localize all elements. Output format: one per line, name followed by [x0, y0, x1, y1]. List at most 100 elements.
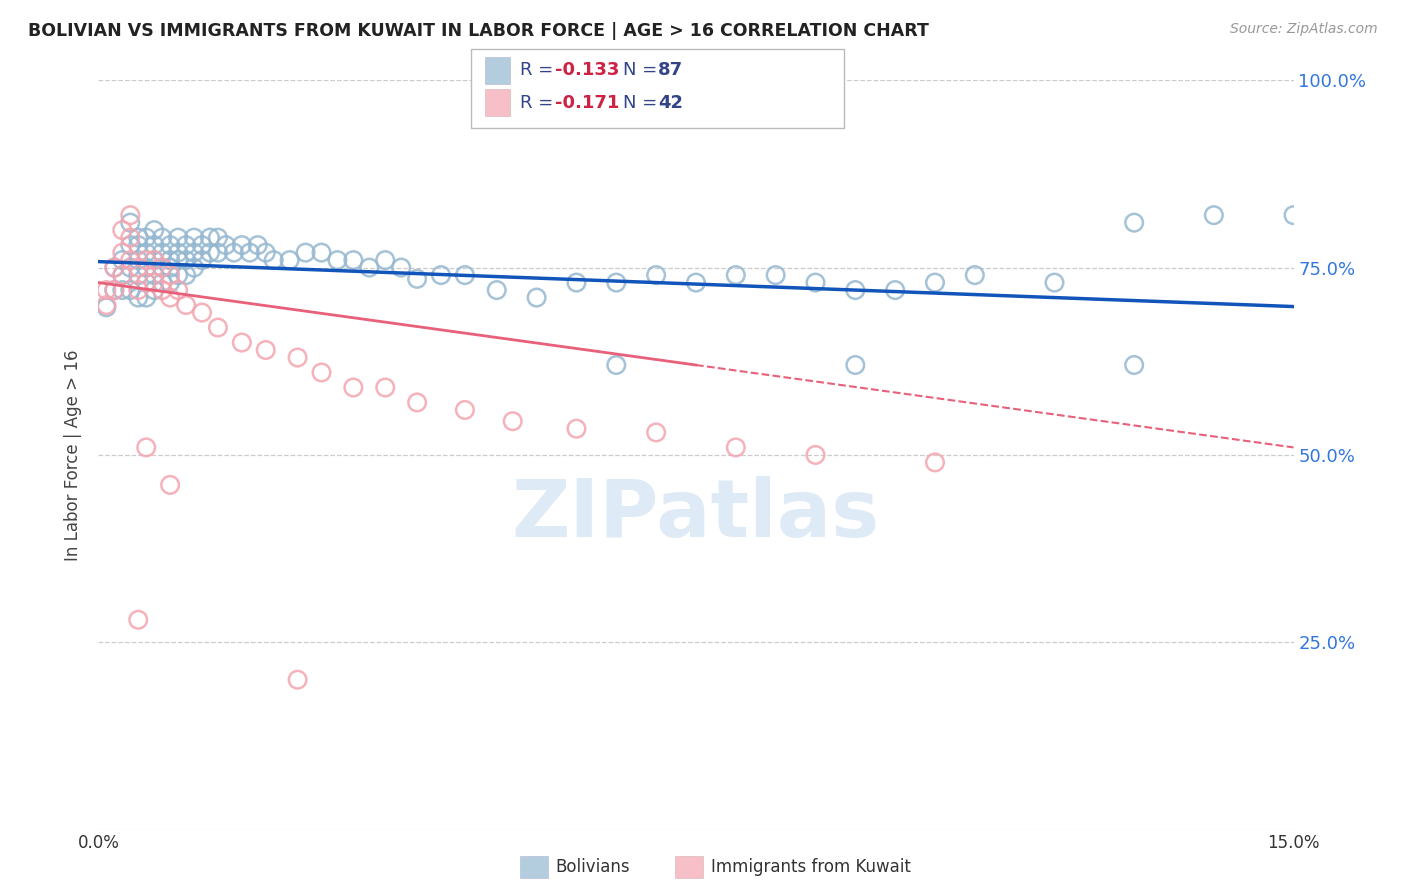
Point: [804, 276, 827, 290]
Point: [1123, 358, 1146, 372]
Point: [804, 448, 827, 462]
Point: [174, 298, 197, 312]
Point: [167, 283, 190, 297]
Point: [685, 276, 707, 290]
Point: [127, 238, 149, 252]
Point: [111, 253, 134, 268]
Point: [127, 260, 149, 275]
Point: [207, 230, 229, 244]
Point: [215, 238, 238, 252]
Point: [198, 245, 221, 260]
Point: [127, 283, 149, 297]
Point: [287, 351, 309, 365]
Point: [159, 291, 181, 305]
Text: R =: R =: [520, 62, 560, 79]
Point: [183, 245, 205, 260]
Point: [143, 253, 166, 268]
Point: [120, 283, 142, 297]
Point: [159, 260, 181, 275]
Point: [963, 268, 986, 282]
Point: [1123, 216, 1146, 230]
Point: [342, 380, 364, 394]
Point: [374, 253, 396, 268]
Point: [844, 283, 866, 297]
Point: [120, 260, 142, 275]
Point: [605, 358, 627, 372]
Point: [103, 260, 125, 275]
Y-axis label: In Labor Force | Age > 16: In Labor Force | Age > 16: [65, 349, 83, 561]
Point: [111, 283, 134, 297]
Point: [143, 268, 166, 282]
Point: [454, 403, 477, 417]
Point: [150, 230, 173, 244]
Point: [359, 260, 381, 275]
Text: R =: R =: [520, 94, 560, 112]
Text: N =: N =: [623, 94, 662, 112]
Point: [103, 283, 125, 297]
Point: [127, 253, 149, 268]
Point: [103, 260, 125, 275]
Point: [96, 301, 118, 315]
Point: [159, 268, 181, 282]
Text: -0.133: -0.133: [555, 62, 620, 79]
Point: [135, 245, 157, 260]
Point: [135, 276, 157, 290]
Point: [143, 223, 166, 237]
Point: [231, 335, 253, 350]
Point: [135, 260, 157, 275]
Point: [167, 253, 190, 268]
Text: N =: N =: [623, 62, 662, 79]
Point: [120, 216, 142, 230]
Point: [143, 283, 166, 297]
Point: [96, 283, 118, 297]
Point: [406, 395, 429, 409]
Point: [167, 230, 190, 244]
Text: ZIPatlas: ZIPatlas: [512, 475, 880, 554]
Point: [502, 414, 524, 428]
Point: [207, 320, 229, 334]
Point: [183, 230, 205, 244]
Point: [565, 276, 588, 290]
Point: [150, 245, 173, 260]
Point: [159, 238, 181, 252]
Point: [406, 272, 429, 286]
Point: [174, 253, 197, 268]
Point: [430, 268, 453, 282]
Point: [526, 291, 548, 305]
Point: [127, 291, 149, 305]
Point: [605, 276, 627, 290]
Point: [143, 238, 166, 252]
Point: [174, 238, 197, 252]
Text: BOLIVIAN VS IMMIGRANTS FROM KUWAIT IN LABOR FORCE | AGE > 16 CORRELATION CHART: BOLIVIAN VS IMMIGRANTS FROM KUWAIT IN LA…: [28, 22, 929, 40]
Point: [287, 673, 309, 687]
Point: [191, 305, 214, 319]
Point: [150, 283, 173, 297]
Point: [1202, 208, 1225, 222]
Point: [127, 268, 149, 282]
Point: [111, 223, 134, 237]
Point: [645, 268, 668, 282]
Point: [645, 425, 668, 440]
Point: [96, 298, 118, 312]
Point: [454, 268, 477, 282]
Point: [198, 230, 221, 244]
Point: [311, 366, 333, 380]
Text: Bolivians: Bolivians: [555, 858, 630, 876]
Point: [254, 343, 277, 357]
Point: [150, 276, 173, 290]
Point: [844, 358, 866, 372]
Point: [135, 276, 157, 290]
Point: [231, 238, 253, 252]
Point: [167, 245, 190, 260]
Point: [127, 613, 149, 627]
Point: [485, 283, 508, 297]
Point: [120, 230, 142, 244]
Text: 87: 87: [658, 62, 683, 79]
Point: [111, 268, 134, 282]
Point: [159, 276, 181, 290]
Point: [1282, 208, 1305, 222]
Point: [111, 245, 134, 260]
Point: [311, 245, 333, 260]
Text: -0.171: -0.171: [555, 94, 620, 112]
Point: [1043, 276, 1066, 290]
